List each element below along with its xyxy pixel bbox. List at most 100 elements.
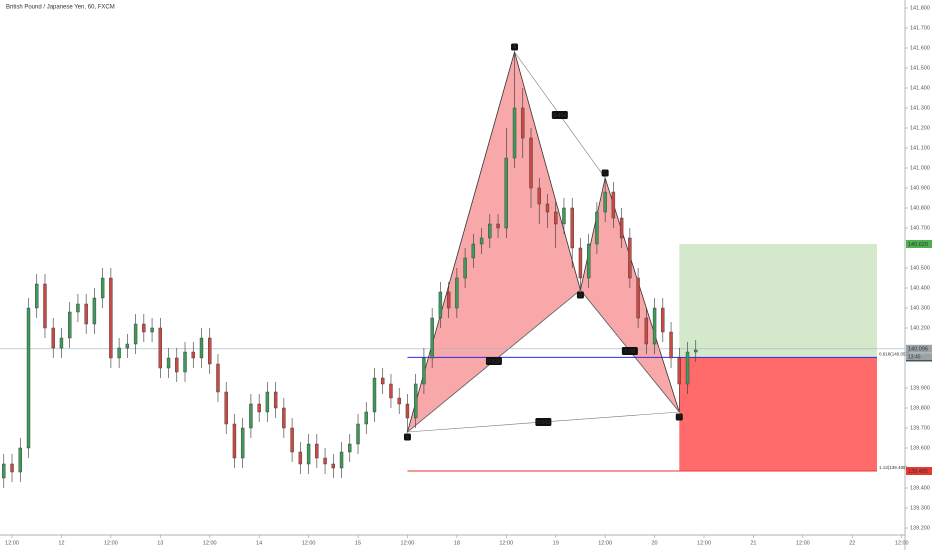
y-tick-label: 139.200 (910, 525, 930, 531)
candle-body (488, 223, 492, 239)
candle-body (554, 211, 558, 225)
price-tag (906, 467, 932, 475)
ratio-badge (535, 418, 552, 426)
candle-body (372, 377, 377, 413)
candle-body (685, 351, 690, 385)
y-tick-label: 141.600 (910, 45, 930, 51)
y-tick-label: 141.800 (910, 5, 930, 11)
stop-label: 1.13(139.485) (879, 465, 908, 470)
x-tick-label: 12:00 (203, 540, 217, 546)
point-label: A (513, 45, 517, 51)
candle-body (273, 391, 278, 409)
entry-label: 0.618(140.053) (879, 352, 910, 357)
candle-body (298, 451, 303, 465)
x-tick-label: 12:00 (598, 540, 612, 546)
candle-body (208, 337, 212, 365)
candle-body (677, 357, 681, 385)
candle-body (216, 363, 220, 393)
point-label: D (677, 415, 681, 421)
x-tick-label: 12:00 (697, 540, 711, 546)
candle-body (381, 377, 385, 385)
y-tick-label: 140.300 (910, 305, 930, 311)
candle-body (636, 277, 640, 319)
y-tick-label: 139.700 (910, 425, 930, 431)
candle-body (59, 337, 64, 349)
candle-body (619, 217, 624, 239)
ratio-badge (551, 111, 568, 119)
candle-body (2, 463, 6, 479)
x-tick-label: 12:00 (401, 540, 415, 546)
candle-body (578, 247, 583, 279)
candle-body (504, 157, 508, 229)
candle-body (389, 383, 393, 399)
countdown-tag (906, 353, 932, 361)
candle-body (265, 391, 270, 413)
candle-body (166, 357, 171, 369)
point-label: X (406, 435, 410, 441)
candle-body (323, 457, 327, 465)
chart-title: British Pound / Japanese Yen, 60, FXCM (6, 5, 115, 11)
target-zone (679, 244, 877, 358)
candle-body (652, 307, 657, 345)
candle-body (290, 427, 294, 453)
point-badge (511, 43, 519, 51)
stop-zone (679, 357, 877, 471)
candle-body (175, 357, 179, 373)
candle-body (348, 443, 352, 453)
x-tick-label: 21 (750, 540, 756, 546)
ratio-badge (485, 357, 502, 365)
ratio-label: 2.08 (624, 349, 635, 355)
candle-body (438, 291, 443, 319)
candle-body (10, 463, 14, 473)
candle-body (521, 107, 525, 139)
candle-body (142, 323, 146, 333)
price-tag-label: 140.096 (908, 347, 928, 353)
y-tick-label: 141.100 (910, 145, 930, 151)
candle-body (512, 107, 517, 159)
candle-body (669, 331, 673, 359)
candle-body (446, 291, 451, 309)
x-tick-label: 13 (157, 540, 163, 546)
x-tick-label: 20 (652, 540, 658, 546)
candle-body (18, 447, 22, 473)
y-tick-label: 139.600 (910, 445, 930, 451)
ratio-label: 0.618 (487, 359, 501, 365)
candle-body (413, 383, 418, 419)
candle-body (100, 277, 105, 299)
x-tick-label: 18 (454, 540, 460, 546)
candle-body (570, 207, 574, 249)
point-badge (403, 433, 411, 441)
y-tick-label: 139.300 (910, 505, 930, 511)
y-tick-label: 141.300 (910, 105, 930, 111)
price-tag-label: 140.620 (908, 242, 928, 248)
candle-body (257, 403, 261, 413)
candle-body (92, 297, 97, 325)
y-tick-label: 140.700 (910, 225, 930, 231)
candle-body (496, 223, 500, 229)
x-tick-label: 14 (256, 540, 262, 546)
candle-body (405, 403, 410, 419)
candle-body (150, 327, 154, 333)
point-badge (576, 291, 584, 299)
candle-body (694, 349, 698, 353)
candle-body (595, 211, 599, 245)
point-badge (601, 169, 609, 177)
y-tick-label: 139.900 (910, 385, 930, 391)
y-tick-label: 140.900 (910, 185, 930, 191)
candle-body (397, 397, 401, 405)
candle-body (26, 307, 31, 449)
candle-body (158, 327, 163, 369)
y-tick-label: 141.200 (910, 125, 930, 131)
candle-body (463, 257, 467, 279)
candle-body (611, 191, 616, 219)
ratio-badge (621, 347, 638, 355)
candle-body (562, 207, 566, 225)
candle-body (67, 311, 72, 339)
candle-body (84, 303, 88, 325)
x-tick-label: 12:00 (796, 540, 810, 546)
candle-body (422, 357, 426, 385)
price-tag (906, 344, 932, 353)
x-tick-label: 12 (58, 540, 64, 546)
candle-body (545, 203, 550, 213)
